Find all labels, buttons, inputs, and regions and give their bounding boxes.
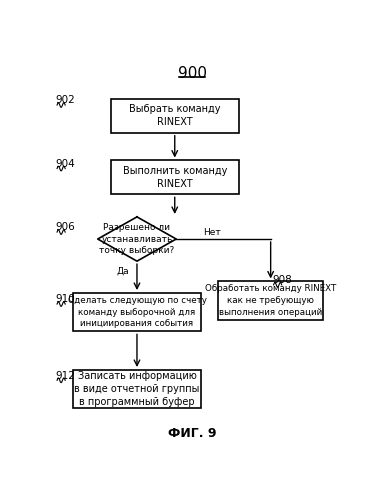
Text: Нет: Нет: [203, 228, 220, 236]
Text: Выполнить команду
RINEXT: Выполнить команду RINEXT: [123, 166, 227, 189]
FancyBboxPatch shape: [73, 293, 201, 332]
Text: 908: 908: [272, 275, 292, 285]
FancyBboxPatch shape: [111, 160, 238, 194]
Text: 900: 900: [178, 66, 207, 81]
Text: 906: 906: [56, 222, 75, 232]
Text: 910: 910: [56, 294, 75, 304]
Text: Записать информацию
в виде отчетной группы
в программный буфер: Записать информацию в виде отчетной груп…: [74, 371, 200, 408]
Text: Сделать следующую по счету
команду выборочной для
инициирования события: Сделать следующую по счету команду выбор…: [68, 296, 206, 328]
Text: ФИГ. 9: ФИГ. 9: [168, 427, 216, 440]
FancyBboxPatch shape: [73, 370, 201, 408]
Text: 902: 902: [56, 96, 75, 106]
Text: 904: 904: [56, 159, 75, 169]
FancyBboxPatch shape: [111, 99, 238, 133]
FancyBboxPatch shape: [218, 282, 323, 320]
Text: Выбрать команду
RINEXT: Выбрать команду RINEXT: [129, 104, 220, 128]
Text: 912: 912: [56, 370, 75, 380]
Text: Разрешено ли
устанавливать
точку выборки?: Разрешено ли устанавливать точку выборки…: [99, 222, 175, 256]
Text: Обработать команду RINEXT
как не требующую
выполнения операций: Обработать команду RINEXT как не требующ…: [205, 284, 336, 317]
Polygon shape: [98, 217, 176, 261]
Text: Да: Да: [116, 266, 129, 276]
